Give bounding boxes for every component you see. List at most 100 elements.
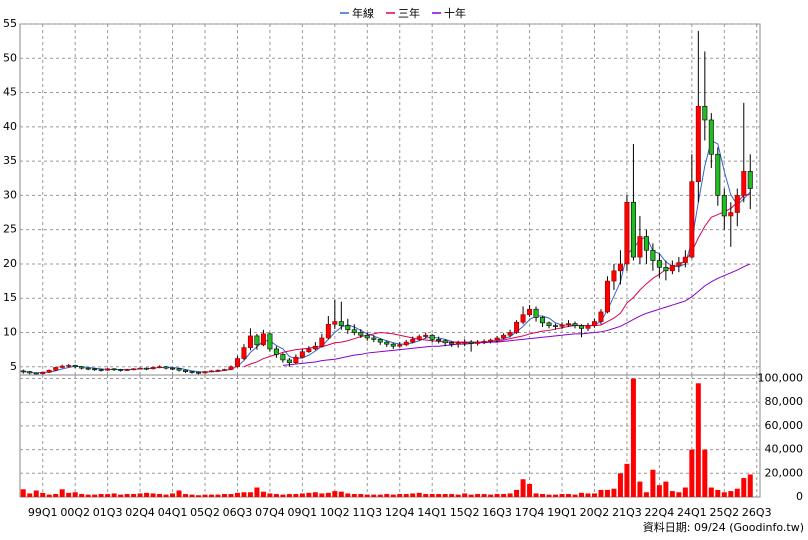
candle-body <box>390 343 396 347</box>
candle-body <box>481 341 487 343</box>
volume-bar <box>345 493 351 497</box>
volume-bar <box>267 493 273 497</box>
x-tick-label: 19Q1 <box>547 506 577 519</box>
candle-body <box>702 105 708 121</box>
candle-body <box>682 256 688 263</box>
volume-bar <box>481 494 487 497</box>
candle-body <box>527 308 533 315</box>
volume-bar <box>358 494 364 497</box>
volume-bar <box>72 492 78 497</box>
legend-label: 十年 <box>444 6 466 20</box>
volume-bar <box>124 494 130 497</box>
y-tick-label: 30 <box>3 188 17 201</box>
volume-bar <box>553 494 559 497</box>
volume-bar <box>403 494 409 497</box>
volume-bar <box>630 378 636 497</box>
candle-body <box>494 337 500 341</box>
volume-bar <box>676 492 682 497</box>
volume-bar <box>280 494 286 497</box>
x-tick-label: 21Q3 <box>612 506 642 519</box>
x-tick-label: 12Q4 <box>385 506 415 519</box>
candle-body <box>578 325 584 329</box>
candle-body <box>540 317 546 324</box>
candle-body <box>676 262 682 266</box>
candle-body <box>46 369 52 373</box>
candle-body <box>630 201 636 258</box>
volume-bar <box>617 473 623 497</box>
candle-body <box>338 321 344 326</box>
volume-bar <box>144 492 150 497</box>
candle-body <box>105 368 111 371</box>
candle-body <box>624 201 630 265</box>
y-tick-label: 45 <box>3 86 17 99</box>
candle-body <box>650 249 656 261</box>
volume-bar <box>643 492 649 497</box>
x-tick-label: 22Q4 <box>645 506 675 519</box>
x-tick-label: 04Q1 <box>158 506 188 519</box>
volume-tick-label: 60,000 <box>765 419 804 432</box>
candle-body <box>40 371 46 374</box>
candle-body <box>364 334 370 339</box>
volume-bar <box>150 493 156 497</box>
candle-body <box>85 367 91 370</box>
candle-body <box>170 367 176 370</box>
x-tick-label: 01Q3 <box>93 506 123 519</box>
volume-bar <box>170 493 176 497</box>
volume-bar <box>299 493 305 497</box>
candle-body <box>260 333 266 346</box>
candle-body <box>98 369 104 371</box>
x-tick-label: 10Q2 <box>320 506 350 519</box>
candle-body <box>572 323 578 326</box>
footer-note: 資料日期: 09/24 (Goodinfo.tw) <box>643 520 804 534</box>
ma-line <box>282 263 751 366</box>
legend-label: 三年 <box>398 6 420 20</box>
volume-bar <box>85 494 91 497</box>
candle-body <box>325 323 331 339</box>
candle-body <box>591 321 597 326</box>
volume-bar <box>468 494 474 497</box>
candle-body <box>267 333 273 350</box>
candle-body <box>598 311 604 322</box>
volume-bar <box>66 492 72 497</box>
volume-bar <box>429 494 435 497</box>
x-tick-label: 07Q4 <box>255 506 285 519</box>
x-tick-label: 02Q4 <box>125 506 155 519</box>
candle-body <box>689 181 695 258</box>
candle-body <box>643 236 649 251</box>
candle-body <box>299 351 305 358</box>
volume-bar <box>260 491 266 497</box>
volume-bar <box>377 494 383 497</box>
candle-body <box>637 236 643 258</box>
volume-bar <box>527 483 533 497</box>
volume-bar <box>228 494 234 497</box>
candle-body <box>436 339 442 342</box>
volume-bar <box>578 492 584 497</box>
volume-bar <box>494 494 500 497</box>
candle-body <box>144 367 150 370</box>
candle-body <box>254 335 260 346</box>
candle-body <box>585 325 591 329</box>
volume-bar <box>540 494 546 497</box>
candle-body <box>663 267 669 272</box>
volume-bar <box>79 494 85 497</box>
volume-bar <box>163 494 169 497</box>
volume-bar <box>319 493 325 497</box>
volume-bar <box>293 494 299 497</box>
candle-body <box>728 212 734 217</box>
candle-body <box>183 369 189 372</box>
candle-body <box>358 332 364 336</box>
volume-bar <box>708 487 714 497</box>
candle-body <box>53 367 59 371</box>
volume-bar <box>611 488 617 497</box>
volume-bar <box>325 492 331 497</box>
x-tick-label: 15Q2 <box>450 506 480 519</box>
candle-body <box>312 345 318 350</box>
candle-body <box>429 334 435 340</box>
candle-body <box>215 369 221 372</box>
x-tick-label: 00Q2 <box>60 506 90 519</box>
candle-body <box>617 263 623 272</box>
volume-bar <box>208 494 214 497</box>
volume-bar <box>312 492 318 497</box>
volume-bar <box>501 494 507 497</box>
